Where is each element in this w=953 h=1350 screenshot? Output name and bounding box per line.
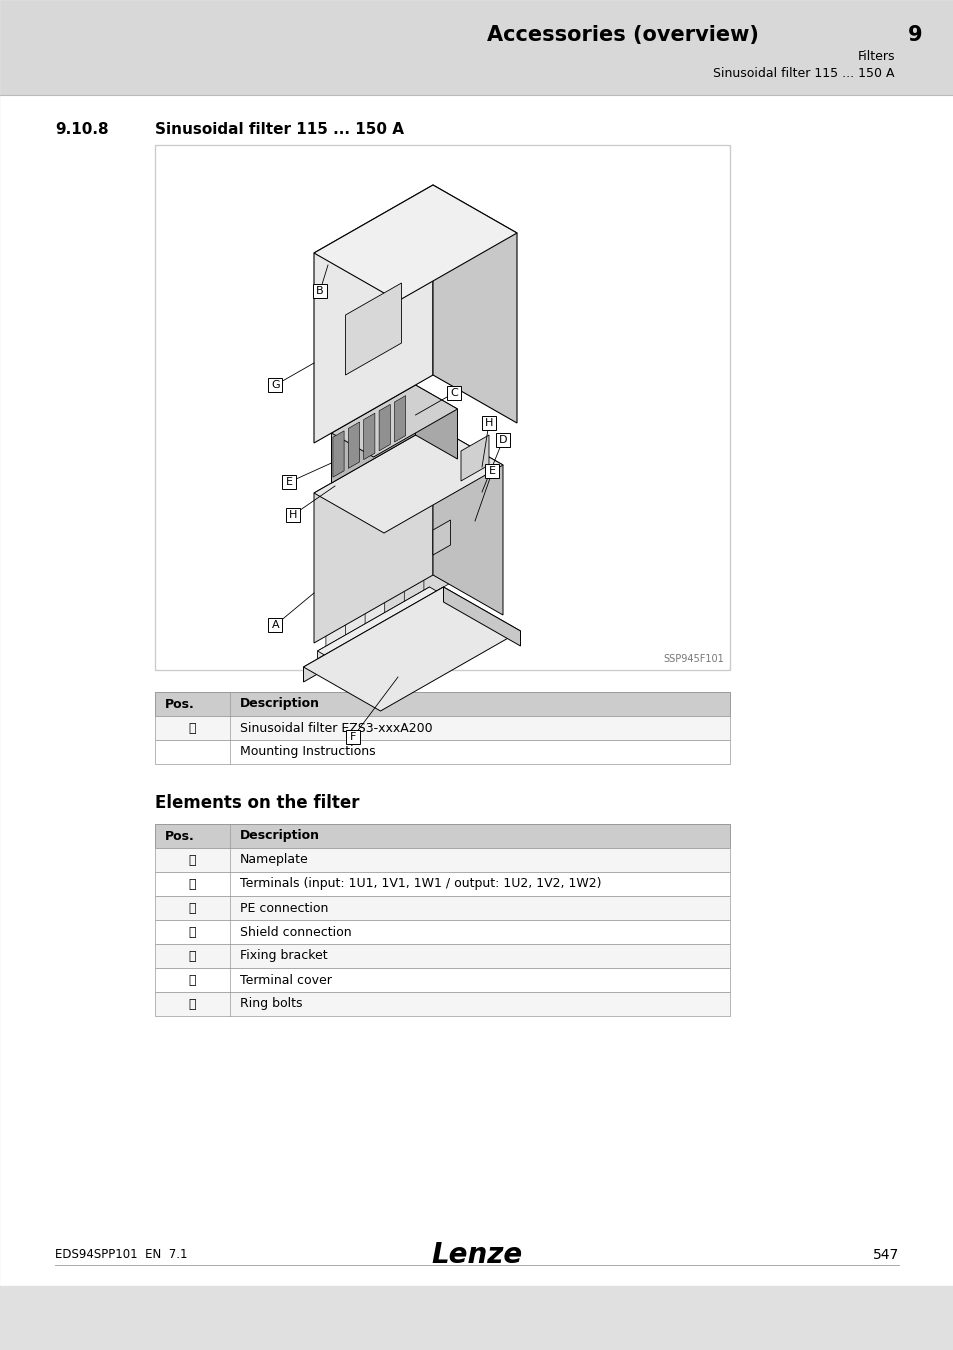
Text: Ⓔ: Ⓔ <box>189 926 196 938</box>
Text: Sinusoidal filter EZS3-xxxA200: Sinusoidal filter EZS3-xxxA200 <box>240 721 432 734</box>
Text: Nameplate: Nameplate <box>240 853 309 867</box>
Bar <box>154 693 729 716</box>
Text: Sinusoidal filter 115 ... 150 A: Sinusoidal filter 115 ... 150 A <box>154 122 403 136</box>
Text: G: G <box>271 379 279 390</box>
Text: Pos.: Pos. <box>165 698 194 710</box>
Polygon shape <box>345 284 401 375</box>
Polygon shape <box>303 587 520 711</box>
Text: Fixing bracket: Fixing bracket <box>240 949 327 963</box>
Text: Elements on the filter: Elements on the filter <box>154 794 359 811</box>
Ellipse shape <box>423 444 449 458</box>
Bar <box>282 475 296 489</box>
Bar <box>154 968 729 992</box>
Text: 9: 9 <box>907 26 922 45</box>
Text: A: A <box>272 620 279 630</box>
Bar <box>154 944 729 968</box>
Ellipse shape <box>365 478 390 491</box>
Text: Terminal cover: Terminal cover <box>240 973 332 987</box>
Polygon shape <box>331 385 416 483</box>
Text: Description: Description <box>240 829 319 842</box>
Text: Mounting Instructions: Mounting Instructions <box>240 745 375 759</box>
Polygon shape <box>331 385 457 458</box>
Bar <box>286 508 299 522</box>
Ellipse shape <box>404 456 429 468</box>
Polygon shape <box>378 405 390 451</box>
Text: Ring bolts: Ring bolts <box>240 998 302 1011</box>
Polygon shape <box>317 587 492 687</box>
Text: Terminals (input: 1U1, 1V1, 1W1 / output: 1U2, 1V2, 1W2): Terminals (input: 1U1, 1V1, 1W1 / output… <box>240 878 601 891</box>
Text: Ⓗ: Ⓗ <box>189 998 196 1011</box>
Polygon shape <box>303 587 443 682</box>
Text: C: C <box>450 387 457 398</box>
Bar <box>154 824 729 848</box>
Text: EDS94SPP101  EN  7.1: EDS94SPP101 EN 7.1 <box>55 1249 188 1261</box>
Bar <box>346 730 359 744</box>
Ellipse shape <box>326 501 351 513</box>
Polygon shape <box>433 520 450 555</box>
Text: Ⓒ: Ⓒ <box>189 878 196 891</box>
Text: Filters: Filters <box>857 50 894 63</box>
Text: Sinusoidal filter 115 ... 150 A: Sinusoidal filter 115 ... 150 A <box>713 68 894 80</box>
Text: Ⓕ: Ⓕ <box>189 949 196 963</box>
Polygon shape <box>363 413 375 459</box>
Text: H: H <box>289 510 297 520</box>
Text: Ⓑ: Ⓑ <box>189 853 196 867</box>
Bar <box>154 740 729 764</box>
Bar <box>313 284 327 298</box>
Text: Lenze: Lenze <box>431 1241 522 1269</box>
Bar <box>154 848 729 872</box>
Bar <box>447 386 460 400</box>
Text: Ⓐ: Ⓐ <box>189 721 196 734</box>
Polygon shape <box>317 587 429 659</box>
Bar <box>154 992 729 1017</box>
Text: Shield connection: Shield connection <box>240 926 352 938</box>
Polygon shape <box>314 425 433 643</box>
Text: F: F <box>350 732 355 742</box>
Polygon shape <box>404 455 429 609</box>
Bar <box>154 872 729 896</box>
Text: PE connection: PE connection <box>240 902 328 914</box>
Polygon shape <box>443 587 520 647</box>
Polygon shape <box>395 396 405 441</box>
Polygon shape <box>365 478 390 632</box>
Bar <box>154 144 729 670</box>
Text: 547: 547 <box>872 1247 898 1262</box>
Text: B: B <box>315 286 323 296</box>
Text: D: D <box>498 435 507 446</box>
Bar <box>496 433 510 447</box>
Polygon shape <box>433 425 502 616</box>
Text: H: H <box>484 418 493 428</box>
Polygon shape <box>348 423 359 468</box>
Polygon shape <box>326 500 351 655</box>
Bar <box>154 919 729 944</box>
Polygon shape <box>333 431 344 477</box>
Polygon shape <box>314 185 517 301</box>
Ellipse shape <box>345 490 371 502</box>
Text: Description: Description <box>240 698 319 710</box>
Text: E: E <box>489 466 496 477</box>
Bar <box>485 464 499 478</box>
Text: Accessories (overview): Accessories (overview) <box>486 26 758 45</box>
Polygon shape <box>345 489 371 643</box>
Text: Pos.: Pos. <box>165 829 194 842</box>
Text: 9.10.8: 9.10.8 <box>55 122 109 136</box>
Polygon shape <box>384 466 410 621</box>
Polygon shape <box>433 185 517 423</box>
Bar <box>268 378 282 392</box>
Polygon shape <box>416 385 457 459</box>
Text: Ⓓ: Ⓓ <box>189 902 196 914</box>
Ellipse shape <box>384 467 410 479</box>
Text: SSP945F101: SSP945F101 <box>662 653 723 664</box>
Bar <box>154 896 729 919</box>
Text: Ⓖ: Ⓖ <box>189 973 196 987</box>
Polygon shape <box>314 185 433 443</box>
Polygon shape <box>314 425 502 533</box>
Bar <box>481 416 496 431</box>
Bar <box>268 618 282 632</box>
Bar <box>154 716 729 740</box>
Polygon shape <box>423 444 449 598</box>
Bar <box>0 0 953 95</box>
Polygon shape <box>460 435 489 481</box>
Text: E: E <box>286 477 293 487</box>
